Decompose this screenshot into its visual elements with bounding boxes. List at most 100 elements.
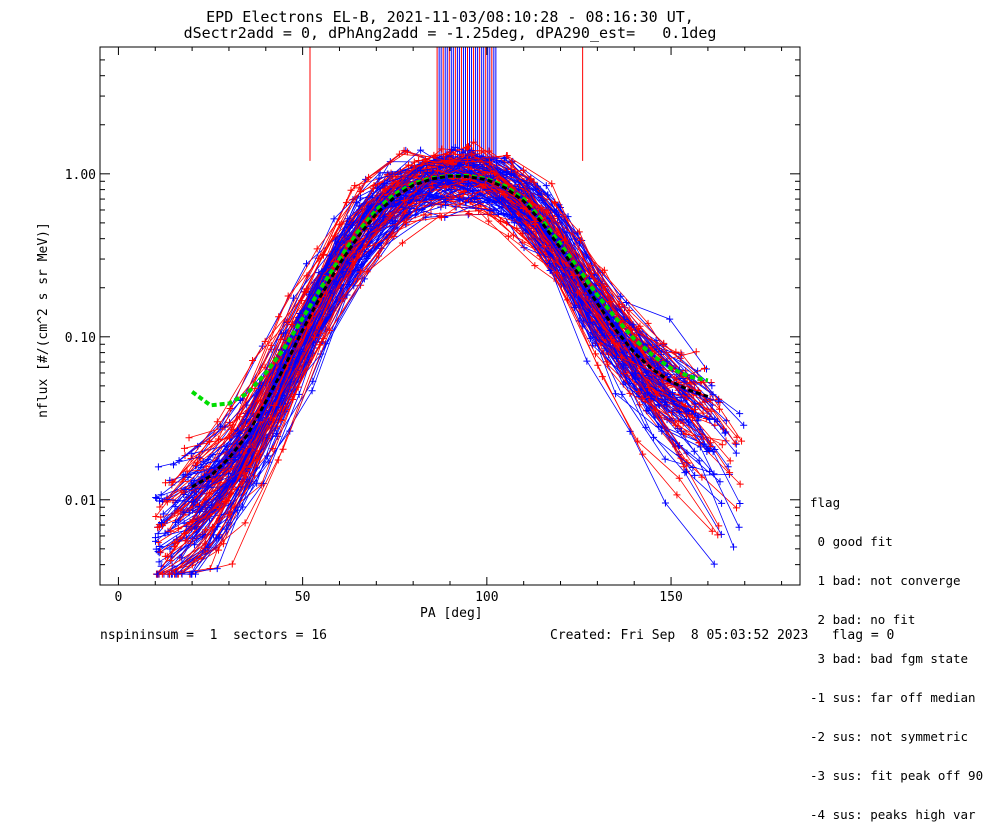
trace-marker bbox=[425, 189, 433, 197]
trace-marker bbox=[589, 341, 597, 349]
trace-marker bbox=[465, 210, 473, 218]
trace-marker bbox=[542, 182, 550, 190]
trace-marker bbox=[690, 447, 698, 455]
trace-marker bbox=[436, 212, 444, 220]
trace-marker bbox=[375, 174, 383, 182]
trace-marker bbox=[738, 437, 746, 445]
trace-marker bbox=[389, 220, 397, 228]
trace-marker bbox=[381, 180, 389, 188]
trace-marker bbox=[463, 155, 471, 163]
trace-marker bbox=[626, 389, 634, 397]
trace-marker bbox=[673, 491, 681, 499]
trace-marker bbox=[199, 458, 207, 466]
trace-marker bbox=[398, 239, 406, 247]
trace-marker bbox=[482, 181, 490, 189]
trace-marker bbox=[208, 523, 216, 531]
trace-marker bbox=[161, 479, 169, 487]
trace-marker bbox=[178, 554, 186, 562]
x-tick-label: 0 bbox=[115, 590, 123, 605]
trace-marker bbox=[440, 156, 448, 164]
spin-trace bbox=[181, 164, 709, 559]
trace-marker bbox=[509, 214, 517, 222]
trace-marker bbox=[591, 350, 599, 358]
trace-marker bbox=[166, 570, 174, 578]
trace-marker bbox=[437, 213, 445, 221]
trace-marker bbox=[382, 185, 390, 193]
trace-marker bbox=[643, 389, 651, 397]
trace-marker bbox=[672, 348, 680, 356]
trace-marker bbox=[183, 467, 191, 475]
trace-marker bbox=[267, 341, 275, 349]
trace-marker bbox=[333, 298, 341, 306]
trace-marker bbox=[606, 298, 614, 306]
trace-marker bbox=[663, 357, 671, 365]
spin-trace bbox=[177, 184, 668, 575]
trace-marker bbox=[441, 183, 449, 191]
trace-marker bbox=[415, 156, 423, 164]
trace-marker bbox=[589, 333, 597, 341]
trace-marker bbox=[486, 158, 494, 166]
spin-traces-group bbox=[151, 47, 748, 578]
trace-marker bbox=[269, 445, 277, 453]
trace-marker bbox=[603, 360, 611, 368]
trace-marker bbox=[736, 480, 744, 488]
trace-marker bbox=[674, 417, 682, 425]
trace-marker bbox=[625, 306, 633, 314]
trace-marker bbox=[213, 565, 221, 573]
trace-marker bbox=[277, 336, 285, 344]
trace-marker bbox=[169, 497, 177, 505]
trace-marker bbox=[618, 390, 626, 398]
trace-marker bbox=[215, 458, 223, 466]
trace-marker bbox=[634, 437, 642, 445]
trace-marker bbox=[187, 570, 195, 578]
trace-marker bbox=[681, 469, 689, 477]
trace-marker bbox=[193, 459, 201, 467]
trace-marker bbox=[485, 147, 493, 155]
trace-marker bbox=[612, 354, 620, 362]
trace-marker bbox=[708, 527, 716, 535]
trace-marker bbox=[715, 522, 723, 530]
trace-marker bbox=[703, 447, 711, 455]
trace-marker bbox=[684, 418, 692, 426]
spin-trace bbox=[176, 170, 714, 575]
trace-marker bbox=[460, 156, 468, 164]
trace-marker bbox=[486, 207, 494, 215]
trace-marker bbox=[548, 180, 556, 188]
trace-marker bbox=[390, 232, 398, 240]
trace-marker bbox=[158, 519, 166, 527]
trace-marker bbox=[190, 541, 198, 549]
trace-marker bbox=[433, 166, 441, 174]
trace-marker bbox=[668, 408, 676, 416]
trace-marker bbox=[710, 560, 718, 568]
trace-marker bbox=[236, 413, 244, 421]
trace-marker bbox=[648, 344, 656, 352]
trace-marker bbox=[158, 522, 166, 530]
trace-marker bbox=[447, 185, 455, 193]
spin-trace bbox=[174, 186, 719, 543]
trace-marker bbox=[296, 309, 304, 317]
trace-marker bbox=[470, 138, 478, 146]
trace-marker bbox=[538, 196, 546, 204]
trace-marker bbox=[691, 471, 699, 479]
trace-marker bbox=[661, 455, 669, 463]
trace-marker bbox=[295, 390, 303, 398]
trace-marker bbox=[151, 534, 159, 542]
trace-marker bbox=[355, 184, 363, 192]
trace-marker bbox=[253, 479, 261, 487]
trace-marker bbox=[514, 178, 522, 186]
trace-marker bbox=[695, 414, 703, 422]
trace-marker bbox=[583, 357, 591, 365]
trace-marker bbox=[200, 544, 208, 552]
trace-marker bbox=[617, 292, 625, 300]
trace-marker bbox=[214, 435, 222, 443]
spin-trace bbox=[171, 167, 686, 567]
trace-marker bbox=[504, 232, 512, 240]
trace-marker bbox=[645, 384, 653, 392]
trace-marker bbox=[311, 333, 319, 341]
spin-trace bbox=[170, 150, 711, 532]
trace-marker bbox=[456, 161, 464, 169]
trace-marker bbox=[154, 523, 162, 531]
trace-marker bbox=[228, 560, 236, 568]
trace-marker bbox=[261, 363, 269, 371]
trace-marker bbox=[370, 182, 378, 190]
